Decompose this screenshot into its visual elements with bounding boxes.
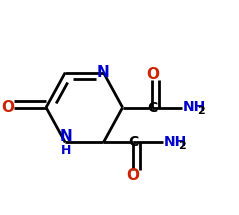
Text: 2: 2	[197, 106, 205, 116]
Text: C: C	[128, 135, 138, 149]
Text: H: H	[61, 144, 71, 157]
Text: C: C	[147, 100, 158, 115]
Text: O: O	[1, 100, 14, 115]
Text: N: N	[60, 129, 73, 144]
Text: NH: NH	[183, 100, 206, 114]
Text: N: N	[97, 65, 110, 80]
Text: 2: 2	[178, 141, 186, 150]
Text: O: O	[127, 168, 140, 183]
Text: NH: NH	[164, 135, 187, 149]
Text: O: O	[146, 67, 159, 82]
